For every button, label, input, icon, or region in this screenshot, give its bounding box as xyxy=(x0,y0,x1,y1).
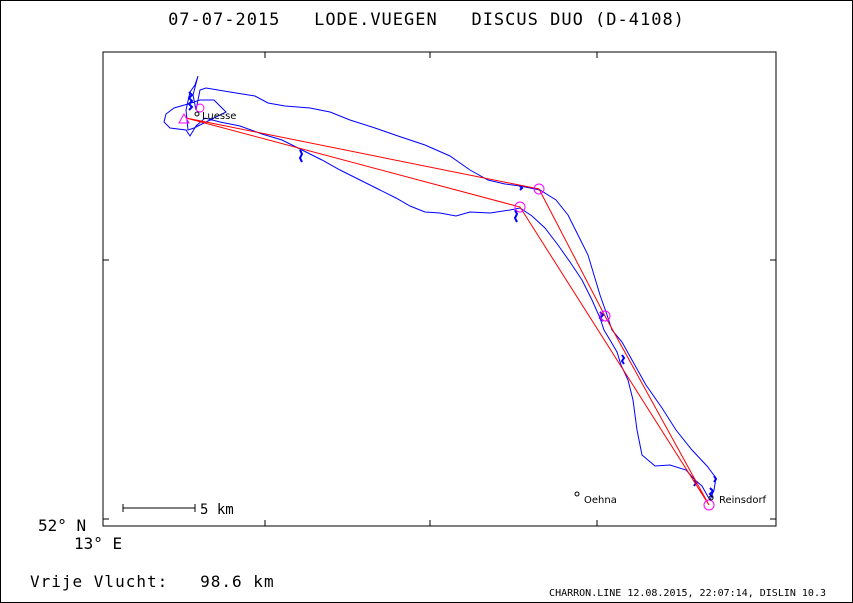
small-circle-icon xyxy=(574,491,580,497)
flight-type: LODE.VUEGEN xyxy=(314,10,438,30)
place-markers xyxy=(194,111,714,501)
footer-text: CHARRON.LINE 12.08.2015, 22:07:14, DISLI… xyxy=(549,588,826,599)
place-label-oehna: Oehna xyxy=(584,495,617,506)
flight-date: 07-07-2015 xyxy=(168,10,281,30)
scale-label: 5 km xyxy=(200,502,234,518)
place-label-luesse: Luesse xyxy=(202,111,236,122)
turnpoints xyxy=(178,103,715,511)
map-border xyxy=(102,51,777,527)
turnpoint-circle-icon xyxy=(514,201,526,213)
small-circle-icon xyxy=(194,111,200,117)
turnpoint-circle-icon xyxy=(195,103,205,113)
thermal-marks xyxy=(187,91,718,498)
turnpoint-circle-icon xyxy=(533,183,545,195)
summary-distance: 98.6 km xyxy=(200,572,275,591)
aircraft-name: DISCUS DUO (D-4108) xyxy=(471,10,685,30)
start-triangle-icon xyxy=(178,112,190,124)
summary-label: Vrije Vlucht: xyxy=(30,572,169,591)
map-ticks xyxy=(103,52,776,526)
latitude-label: 52° N xyxy=(38,516,87,535)
flight-track xyxy=(163,75,717,502)
scale-bar xyxy=(122,504,196,512)
turnpoint-circle-icon xyxy=(703,499,715,511)
flight-summary: Vrije Vlucht: 98.6 km xyxy=(30,572,275,591)
turnpoint-circle-icon xyxy=(599,310,611,322)
task-line xyxy=(185,117,710,506)
longitude-label: 13° E xyxy=(74,534,123,553)
small-circle-icon xyxy=(708,495,714,501)
place-label-reinsdorf: Reinsdorf xyxy=(719,495,767,506)
page-title: 07-07-2015 LODE.VUEGEN DISCUS DUO (D-410… xyxy=(0,10,853,30)
